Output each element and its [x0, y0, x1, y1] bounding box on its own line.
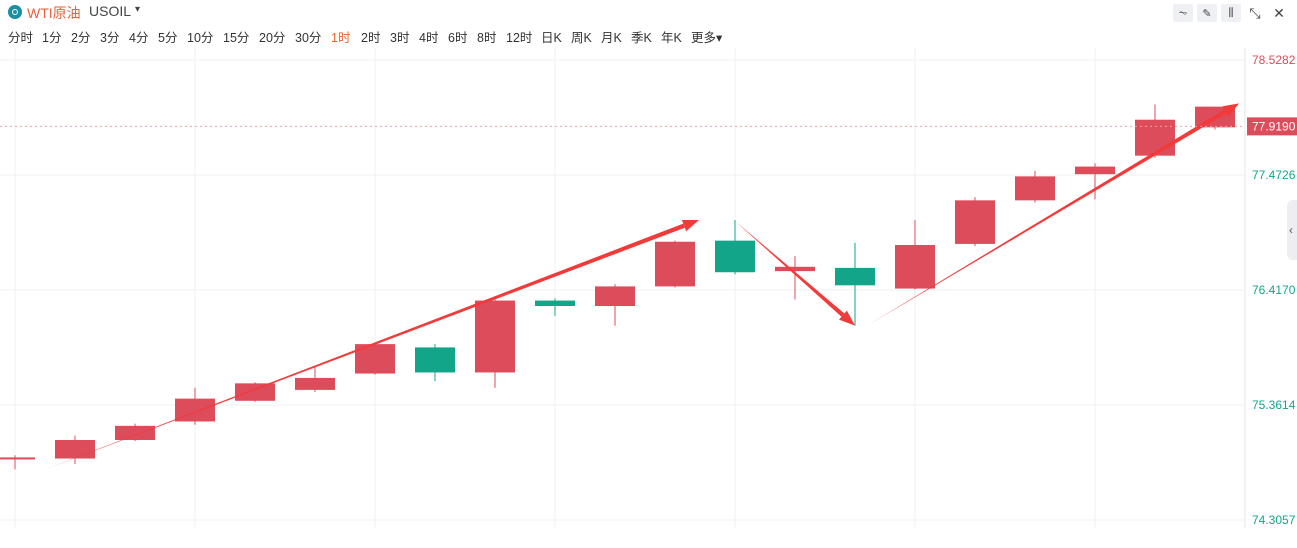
- y-tick-label: 77.4726: [1252, 168, 1296, 182]
- period-tab[interactable]: 12时: [506, 31, 533, 45]
- period-tab[interactable]: 1分: [42, 31, 62, 45]
- symbol-dropdown-icon[interactable]: ▾: [135, 4, 141, 15]
- period-tab[interactable]: 年K: [661, 31, 682, 45]
- candle-body: [775, 266, 815, 272]
- period-tab[interactable]: 6时: [448, 31, 468, 45]
- candle-settings-icon[interactable]: ⫼: [1221, 4, 1241, 22]
- y-tick-label: 78.5282: [1252, 53, 1296, 67]
- candle-body: [835, 267, 875, 286]
- period-tab[interactable]: 月K: [601, 31, 622, 45]
- candle-body: [715, 240, 755, 273]
- y-tick-label: 76.4170: [1252, 283, 1296, 297]
- period-tab[interactable]: 4时: [419, 31, 439, 45]
- candle-body: [535, 300, 575, 307]
- candle-body: [1135, 119, 1175, 156]
- candle-body: [115, 425, 155, 441]
- candle-body: [895, 245, 935, 289]
- side-panel-toggle-icon[interactable]: ‹: [1287, 200, 1297, 260]
- current-price-label: 77.9190: [1252, 119, 1296, 133]
- trend-arrow-shaft: [735, 221, 845, 317]
- candle-body: [955, 200, 995, 244]
- period-tab[interactable]: 3分: [100, 31, 120, 45]
- period-tab[interactable]: 1时: [331, 31, 351, 45]
- period-tab[interactable]: 分时: [8, 31, 34, 45]
- current-price-tag: [1247, 117, 1297, 136]
- period-tab[interactable]: 5分: [158, 31, 178, 45]
- candle-body: [1075, 166, 1115, 175]
- collapse-icon[interactable]: ⤡: [1249, 4, 1261, 21]
- instrument-title[interactable]: WTI原油: [27, 5, 81, 21]
- draw-pen-icon[interactable]: ✎: [1197, 4, 1217, 22]
- candle-body: [595, 286, 635, 307]
- trend-arrow-shaft: [45, 223, 685, 470]
- chart-toolbar: ⏦ ✎ ⫼ ⤡ ✕: [1169, 4, 1289, 22]
- instrument-logo-icon: [8, 5, 22, 19]
- y-tick-label: 75.3614: [1252, 398, 1296, 412]
- candle-body: [235, 383, 275, 401]
- close-icon[interactable]: ✕: [1273, 4, 1285, 21]
- y-tick-label: 74.3057: [1252, 513, 1296, 527]
- period-tab[interactable]: 15分: [223, 31, 250, 45]
- period-tab[interactable]: 周K: [571, 31, 592, 45]
- trend-arrow: [867, 103, 1239, 326]
- trend-arrow-head: [1222, 103, 1239, 117]
- period-tab[interactable]: 3时: [390, 31, 410, 45]
- trend-arrow-shaft: [867, 109, 1227, 326]
- period-tab[interactable]: 季K: [631, 31, 652, 45]
- candle-body: [55, 440, 95, 459]
- trend-arrow: [45, 219, 699, 470]
- candle-body: [415, 347, 455, 373]
- trend-arrow: [735, 221, 855, 326]
- trend-arrow-head: [681, 219, 699, 232]
- period-tab[interactable]: 2分: [71, 31, 91, 45]
- candle-body: [0, 457, 35, 460]
- period-tab[interactable]: 30分: [295, 31, 322, 45]
- candle-body: [175, 398, 215, 422]
- period-tab[interactable]: 10分: [187, 31, 214, 45]
- period-tab[interactable]: 20分: [259, 31, 286, 45]
- chart-header: WTI原油 USOIL ▾ ⏦ ✎ ⫼ ⤡ ✕: [0, 0, 1297, 24]
- trend-arrow-head: [838, 310, 855, 326]
- candle-body: [295, 377, 335, 390]
- period-tab[interactable]: 4分: [129, 31, 149, 45]
- candle-body: [655, 241, 695, 287]
- period-tab[interactable]: 2时: [361, 31, 381, 45]
- line-chart-icon[interactable]: ⏦: [1173, 4, 1193, 22]
- instrument-symbol[interactable]: USOIL: [89, 3, 132, 19]
- candle-body: [475, 300, 515, 373]
- candle-body: [1015, 176, 1055, 201]
- period-tab[interactable]: 8时: [477, 31, 497, 45]
- period-tab[interactable]: 日K: [541, 31, 562, 45]
- period-tab[interactable]: 更多▾: [691, 31, 723, 45]
